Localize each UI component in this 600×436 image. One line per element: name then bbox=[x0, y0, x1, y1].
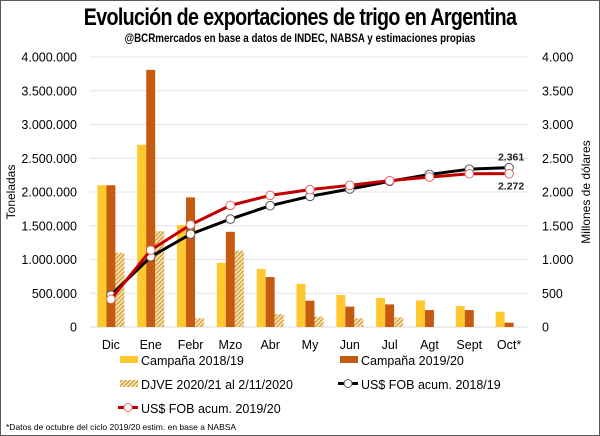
y-axis-label: Toneladas bbox=[4, 165, 18, 220]
legend-item: US$ FOB acum. 2018/19 bbox=[338, 378, 501, 392]
legend-label: Campaña 2018/19 bbox=[141, 354, 244, 368]
data-label: 2.361 bbox=[498, 152, 524, 164]
x-tick-label: Agt bbox=[420, 338, 439, 352]
bar-campana-2018-19 bbox=[256, 268, 266, 327]
legend-swatch bbox=[120, 356, 138, 363]
y-tick-label: 2.500.000 bbox=[21, 152, 77, 166]
y2-axis-label: Millones de dólares bbox=[579, 140, 593, 243]
bar-campana-2018-19 bbox=[216, 262, 226, 327]
y2-tick-label: 0 bbox=[542, 321, 549, 335]
legend-label: US$ FOB acum. 2019/20 bbox=[141, 402, 281, 416]
marker-fob-2018-19 bbox=[265, 200, 275, 211]
x-tick-label: Febr bbox=[178, 338, 204, 352]
bar-campana-2018-19 bbox=[415, 300, 425, 327]
legend-item: Campaña 2019/20 bbox=[340, 354, 464, 368]
y-tick-label: 500.000 bbox=[32, 287, 77, 301]
y-tick-label: 4.000.000 bbox=[21, 51, 77, 65]
marker-fob-2019-20 bbox=[305, 184, 315, 195]
marker-fob-2019-20 bbox=[424, 172, 435, 182]
bar-campana-2019-20 bbox=[305, 300, 315, 327]
data-label: 2.272 bbox=[498, 181, 524, 193]
bar-djve-2020-21 bbox=[314, 316, 324, 327]
bar-djve-2020-21 bbox=[354, 318, 364, 327]
bar-campana-2019-20 bbox=[424, 310, 434, 327]
bar-campana-2019-20 bbox=[345, 306, 355, 327]
y-tick-label: 3.500.000 bbox=[21, 84, 77, 98]
bar-campana-2019-20 bbox=[504, 322, 514, 327]
marker-fob-2019-20 bbox=[265, 190, 275, 201]
bar-campana-2019-20 bbox=[146, 69, 156, 327]
bar-campana-2019-20 bbox=[464, 310, 474, 327]
bar-campana-2018-19 bbox=[97, 185, 107, 327]
x-tick-label: Jul bbox=[382, 338, 398, 352]
x-tick-label: Mzo bbox=[219, 338, 243, 352]
bar-campana-2019-20 bbox=[106, 185, 116, 327]
y-tick-label: 2.000.000 bbox=[21, 186, 77, 200]
legend-swatch bbox=[120, 380, 138, 387]
y2-tick-label: 1.000 bbox=[542, 253, 573, 267]
bar-campana-2019-20 bbox=[186, 197, 196, 327]
bar-djve-2020-21 bbox=[274, 314, 284, 327]
chart-title: Evolución de exportaciones de trigo en A… bbox=[83, 4, 517, 31]
marker-fob-2019-20 bbox=[185, 219, 196, 230]
bar-campana-2018-19 bbox=[455, 306, 465, 327]
chart-subtitle: @BCRmercados en base a datos de INDEC, N… bbox=[124, 33, 476, 45]
y2-tick-label: 500 bbox=[542, 287, 563, 301]
marker-fob-2019-20 bbox=[504, 168, 514, 179]
legend-label: US$ FOB acum. 2018/19 bbox=[361, 378, 501, 392]
bar-campana-2018-19 bbox=[495, 311, 505, 327]
bar-campana-2018-19 bbox=[296, 283, 306, 327]
bar-campana-2019-20 bbox=[225, 231, 235, 327]
marker-fob-2019-20 bbox=[464, 168, 475, 179]
y2-tick-label: 2.000 bbox=[542, 186, 573, 200]
marker-fob-2019-20 bbox=[225, 200, 236, 211]
bar-campana-2018-19 bbox=[336, 294, 346, 327]
footnote: *Datos de octubre del ciclo 2019/20 esti… bbox=[6, 422, 237, 432]
y2-tick-label: 4.000 bbox=[542, 51, 573, 65]
bar-campana-2019-20 bbox=[265, 277, 275, 327]
x-tick-label: Jun bbox=[340, 338, 360, 352]
marker-fob-2019-20 bbox=[145, 245, 156, 255]
bar-djve-2020-21 bbox=[234, 250, 244, 327]
y2-tick-label: 3.500 bbox=[542, 84, 573, 98]
x-tick-label: Dic bbox=[102, 338, 120, 352]
bar-djve-2020-21 bbox=[155, 231, 165, 327]
legend-item: Campaña 2018/19 bbox=[120, 354, 244, 368]
x-tick-label: Abr bbox=[260, 338, 279, 352]
y2-tick-label: 2.500 bbox=[542, 152, 573, 166]
bar-djve-2020-21 bbox=[394, 317, 404, 327]
y2-tick-label: 1.500 bbox=[542, 219, 573, 233]
bar-campana-2019-20 bbox=[385, 304, 395, 327]
legend-item: US$ FOB acum. 2019/20 bbox=[118, 402, 281, 416]
legend-swatch bbox=[340, 356, 358, 363]
bar-campana-2018-19 bbox=[177, 225, 187, 327]
bar-campana-2018-19 bbox=[137, 144, 147, 327]
marker-fob-2019-20 bbox=[384, 175, 395, 186]
legend-marker bbox=[123, 403, 133, 412]
bar-djve-2020-21 bbox=[195, 318, 205, 327]
legend-item: DJVE 2020/21 al 2/11/2020 bbox=[120, 378, 293, 392]
y-tick-label: 1.000.000 bbox=[21, 253, 77, 267]
marker-fob-2018-19 bbox=[225, 214, 236, 224]
marker-fob-2019-20 bbox=[106, 294, 116, 305]
x-tick-label: Sept bbox=[456, 338, 482, 352]
legend-marker bbox=[343, 379, 353, 388]
y-tick-label: 3.000.000 bbox=[21, 118, 77, 132]
x-tick-label: Oct* bbox=[497, 338, 521, 352]
y-tick-label: 1.500.000 bbox=[21, 219, 77, 233]
legend-label: DJVE 2020/21 al 2/11/2020 bbox=[141, 378, 293, 392]
bar-campana-2018-19 bbox=[376, 297, 386, 327]
y2-tick-label: 3.000 bbox=[542, 118, 573, 132]
y-tick-label: 0 bbox=[70, 321, 77, 335]
marker-fob-2019-20 bbox=[345, 180, 355, 191]
legend-label: Campaña 2019/20 bbox=[361, 354, 464, 368]
x-tick-label: My bbox=[302, 338, 319, 352]
x-tick-label: Ene bbox=[140, 338, 162, 352]
marker-fob-2018-19 bbox=[185, 229, 196, 239]
